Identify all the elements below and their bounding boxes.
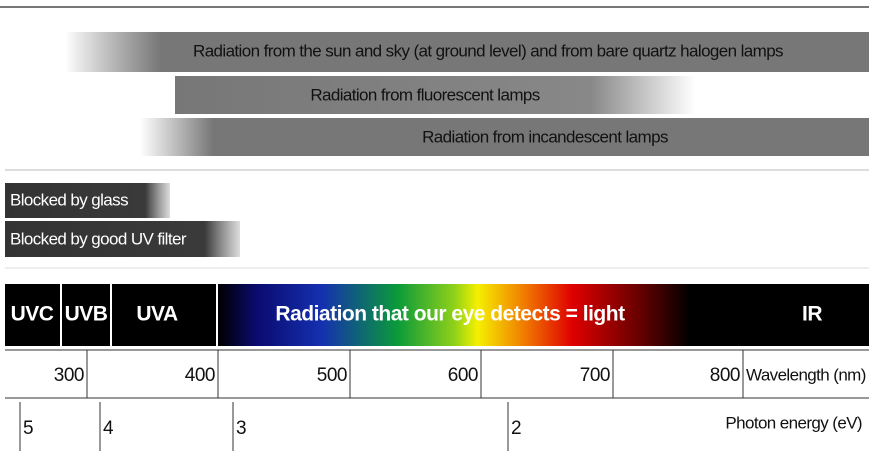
band-label: UVA xyxy=(136,303,178,326)
band-label: UVC xyxy=(11,303,54,326)
wavelength-tick: 300 xyxy=(54,365,84,386)
wavelength-row: 300 400 500 600 700 800 Wavelength (nm) xyxy=(5,349,869,399)
energy-tick: 3 xyxy=(236,418,246,439)
photon-energy-row: 5 4 3 2 Photon energy (eV) xyxy=(19,402,863,451)
wavelength-label: Wavelength (nm) xyxy=(746,365,866,384)
band-label: Radiation that our eye detects = light xyxy=(275,303,625,326)
filter-label: Blocked by glass xyxy=(10,190,128,209)
filter-label: Blocked by good UV filter xyxy=(10,229,187,248)
wavelength-tick: 800 xyxy=(710,365,740,386)
energy-tick: 5 xyxy=(23,418,33,439)
source-label: Radiation from the sun and sky (at groun… xyxy=(193,41,783,60)
energy-tick: 4 xyxy=(103,418,114,439)
source-label: Radiation from incandescent lamps xyxy=(422,127,668,146)
uva-band xyxy=(112,284,216,346)
band-label: IR xyxy=(802,303,822,326)
energy-label: Photon energy (eV) xyxy=(725,413,862,432)
source-bar xyxy=(65,32,869,72)
uvb-band xyxy=(62,284,110,346)
wavelength-tick: 400 xyxy=(185,365,215,386)
ir-band xyxy=(690,284,869,346)
wavelength-tick: 500 xyxy=(317,365,347,386)
source-bar xyxy=(175,76,695,114)
visible-band xyxy=(218,284,690,346)
energy-tick: 2 xyxy=(511,418,521,439)
uvc-band xyxy=(5,284,60,346)
source-bar xyxy=(140,118,869,156)
filter-bar xyxy=(5,221,240,257)
band-label: UVB xyxy=(65,303,108,326)
source-label: Radiation from fluorescent lamps xyxy=(310,85,539,104)
wavelength-tick: 600 xyxy=(448,365,478,386)
filter-bar xyxy=(5,183,170,218)
wavelength-tick: 700 xyxy=(580,365,610,386)
